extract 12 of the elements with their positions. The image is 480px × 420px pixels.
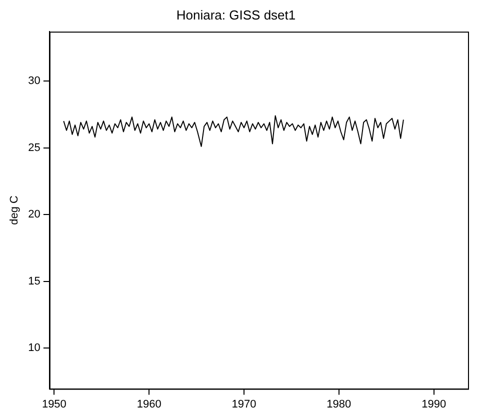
y-tick-label: 30 (28, 75, 40, 88)
y-tick-label: 15 (28, 275, 40, 288)
x-tick-label: 1950 (42, 398, 66, 410)
x-tick-label: 1990 (422, 398, 446, 410)
y-axis-title: deg C (8, 195, 21, 225)
y-tick-label: 10 (28, 342, 40, 354)
chart-title: Honiara: GISS dset1 (176, 7, 296, 22)
y-tick-label: 20 (28, 208, 40, 221)
y-tick-label: 25 (28, 142, 40, 154)
x-tick-label: 1970 (232, 398, 256, 410)
x-tick-label: 1960 (136, 398, 162, 410)
x-tick-label: 1980 (326, 398, 352, 410)
